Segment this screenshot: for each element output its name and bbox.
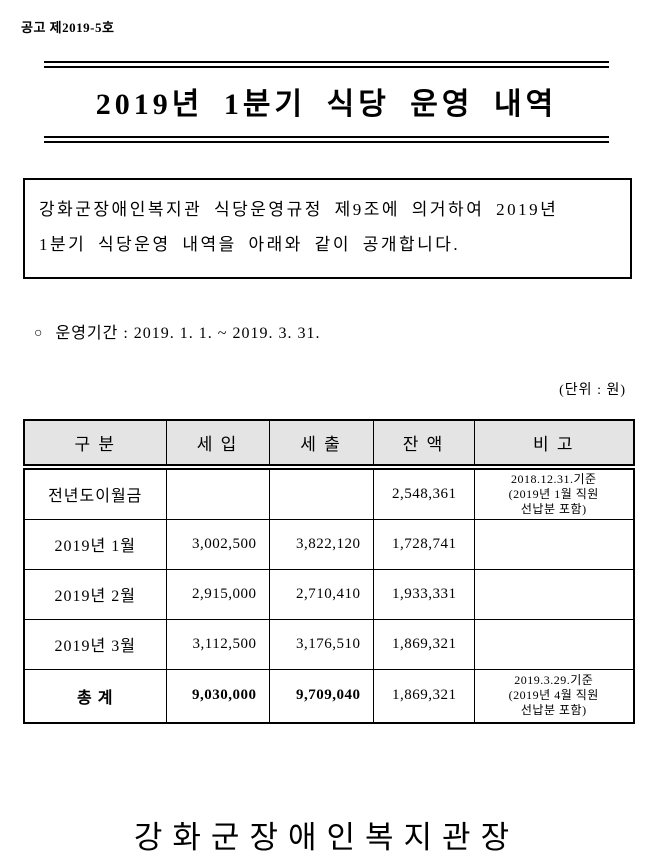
income-cell: 3,112,500: [165, 618, 270, 670]
note-cell: [473, 518, 635, 570]
balance-cell: 2,548,361: [372, 466, 475, 520]
intro-box: 강화군장애인복지관 식당운영규정 제9조에 의거하여 2019년 1분기 식당운…: [23, 178, 632, 279]
operation-period-line: ○ 운영기간 : 2019. 1. 1. ~ 2019. 3. 31.: [34, 319, 653, 343]
col-header-category: 구 분: [23, 419, 167, 470]
operation-period-text: 운영기간 : 2019. 1. 1. ~ 2019. 3. 31.: [55, 325, 321, 342]
note-cell: 2019.3.29.기준 (2019년 4월 직원 선납분 포함): [473, 668, 635, 724]
intro-line-1: 강화군장애인복지관 식당운영규정 제9조에 의거하여 2019년: [39, 200, 559, 219]
income-cell: 2,915,000: [165, 568, 270, 620]
col-header-expense: 세 출: [268, 419, 374, 470]
income-cell: 9,030,000: [165, 668, 270, 724]
note-cell: [473, 568, 635, 620]
unit-label: (단위 : 원): [559, 383, 626, 398]
category-cell: 2019년 1월: [23, 518, 167, 570]
document-title: 2019년 1분기 식당 운영 내역: [95, 88, 558, 121]
circle-bullet-icon: ○: [34, 326, 44, 341]
table-row-total: 총 계 9,030,000 9,709,040 1,869,321 2019.3…: [23, 668, 635, 724]
category-cell: 2019년 3월: [23, 618, 167, 670]
balance-cell: 1,933,331: [372, 568, 475, 620]
expense-cell: 3,822,120: [268, 518, 374, 570]
table-header-row: 구 분 세 입 세 출 잔 액 비 고: [23, 419, 635, 470]
balance-cell: 1,728,741: [372, 518, 475, 570]
expense-cell: [268, 466, 374, 520]
note-cell: [473, 618, 635, 670]
finance-table: 구 분 세 입 세 출 잔 액 비 고 전년도이월금 2,548,361 201…: [23, 419, 635, 724]
table-row-jan: 2019년 1월 3,002,500 3,822,120 1,728,741: [23, 518, 635, 570]
balance-cell: 1,869,321: [372, 618, 475, 670]
document-title-block: 2019년 1분기 식당 운영 내역: [44, 61, 609, 143]
note-cell: 2018.12.31.기준 (2019년 1월 직원 선납분 포함): [473, 466, 635, 520]
balance-cell: 1,869,321: [372, 668, 475, 724]
table-row-carryover: 전년도이월금 2,548,361 2018.12.31.기준 (2019년 1월…: [23, 466, 635, 520]
intro-line-2: 1분기 식당운영 내역을 아래와 같이 공개합니다.: [39, 235, 461, 254]
table-row-mar: 2019년 3월 3,112,500 3,176,510 1,869,321: [23, 618, 635, 670]
col-header-note: 비 고: [473, 419, 635, 470]
expense-cell: 9,709,040: [268, 668, 374, 724]
income-cell: [165, 466, 270, 520]
income-cell: 3,002,500: [165, 518, 270, 570]
category-cell: 총 계: [23, 668, 167, 724]
col-header-income: 세 입: [165, 419, 270, 470]
notice-number: 공고 제2019-5호: [21, 20, 115, 35]
category-cell: 전년도이월금: [23, 466, 167, 520]
category-cell: 2019년 2월: [23, 568, 167, 620]
expense-cell: 3,176,510: [268, 618, 374, 670]
col-header-balance: 잔 액: [372, 419, 475, 470]
expense-cell: 2,710,410: [268, 568, 374, 620]
table-row-feb: 2019년 2월 2,915,000 2,710,410 1,933,331: [23, 568, 635, 620]
